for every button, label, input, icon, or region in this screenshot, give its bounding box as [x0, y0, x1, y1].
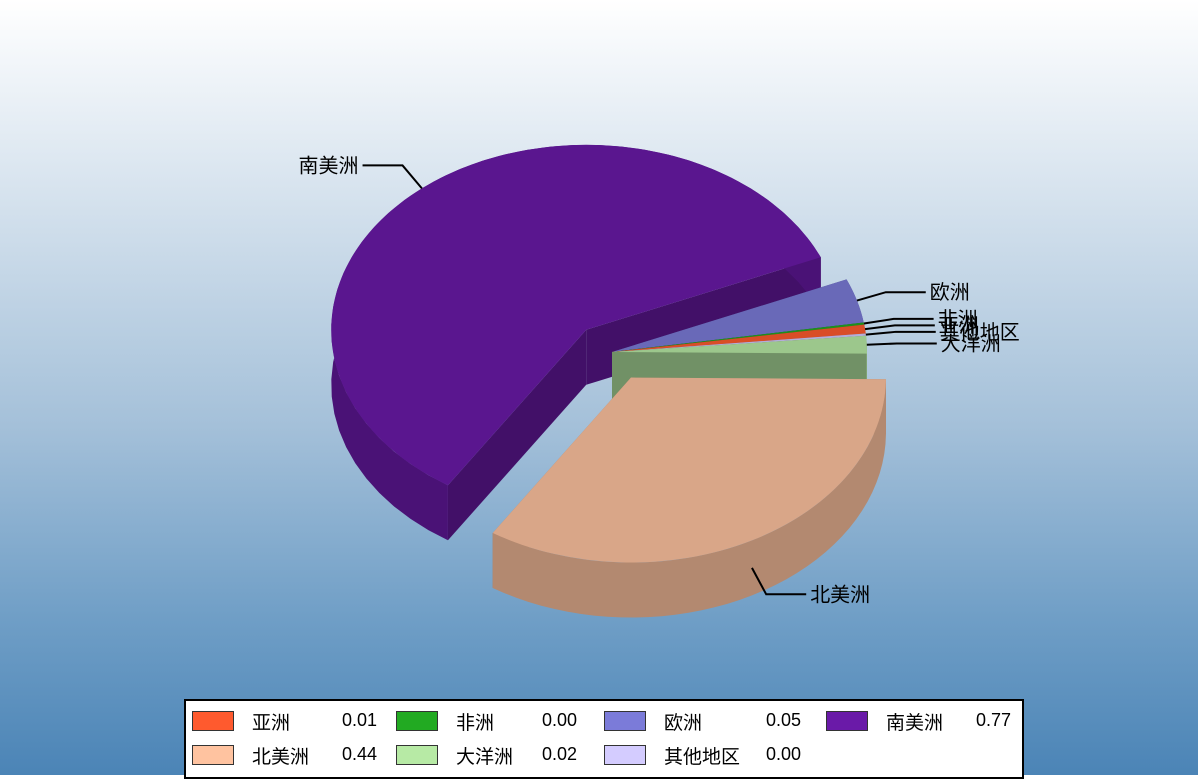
legend-value: 0.05: [766, 710, 801, 731]
legend-value: 0.01: [342, 710, 377, 731]
legend-swatch: [826, 711, 868, 731]
leader-line-亚洲: [865, 325, 935, 329]
legend-swatch: [604, 711, 646, 731]
legend-value: 0.77: [976, 710, 1011, 731]
legend-label: 北美洲: [252, 742, 309, 769]
legend-swatch: [396, 711, 438, 731]
legend-value: 0.00: [766, 744, 801, 765]
legend-swatch: [192, 745, 234, 765]
slice-label-欧洲: 欧洲: [930, 280, 970, 304]
legend-label: 欧洲: [664, 708, 702, 735]
legend-value: 0.44: [342, 744, 377, 765]
legend-label: 亚洲: [252, 708, 290, 735]
legend-value: 0.02: [542, 744, 577, 765]
leader-line-南美洲: [363, 165, 422, 188]
slice-label-其他地区: 其他地区: [940, 320, 1020, 344]
legend-swatch: [604, 745, 646, 765]
leader-line-大洋洲: [867, 344, 937, 345]
slice-label-南美洲: 南美洲: [299, 153, 359, 177]
slice-label-北美洲: 北美洲: [810, 582, 870, 606]
legend-label: 大洋洲: [456, 742, 513, 769]
legend-label: 非洲: [456, 708, 494, 735]
legend-swatch: [192, 711, 234, 731]
chart-legend: 亚洲 0.01 非洲 0.00 欧洲 0.05 南美洲 0.77 北美洲 0.44 大洋洲 0.02 其…: [184, 699, 1024, 779]
leader-line-欧洲: [857, 292, 926, 300]
legend-label: 其他地区: [664, 742, 740, 769]
leader-line-其他地区: [866, 332, 936, 335]
legend-value: 0.00: [542, 710, 577, 731]
legend-swatch: [396, 745, 438, 765]
leader-line-非洲: [864, 319, 934, 324]
legend-label: 南美洲: [886, 708, 943, 735]
